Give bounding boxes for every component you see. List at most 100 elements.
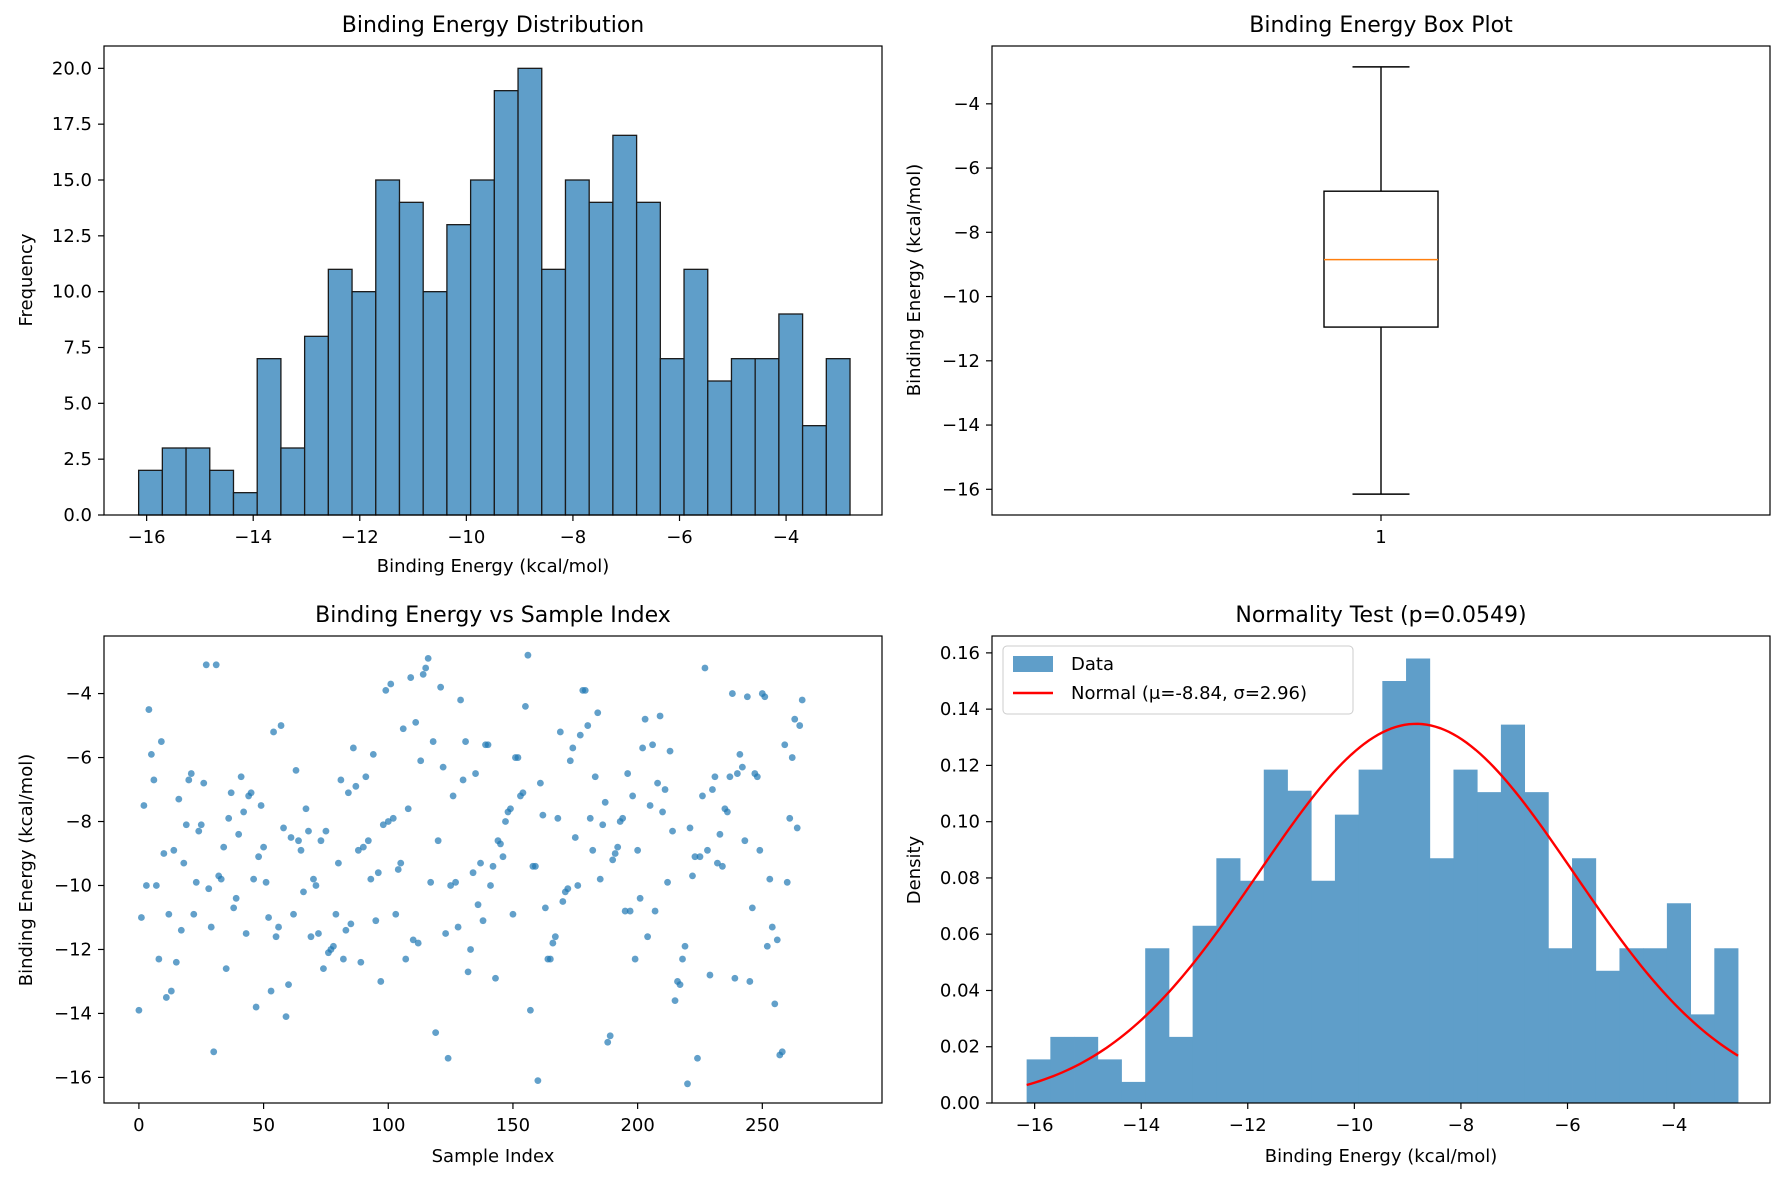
scatter-point-27 [202,661,210,669]
histogram-bar-22 [659,358,685,516]
scatter-points [135,651,806,1088]
normality-y-tick-label-7: 0.14 [940,699,980,720]
scatter-point-185 [596,875,604,883]
scatter-point-85 [347,920,355,928]
scatter-point-111 [412,718,420,726]
scatter-point-117 [427,878,435,886]
normality-bars [1026,658,1739,1103]
scatter-x-tick-label-3: 150 [496,1115,530,1136]
scatter-point-223 [691,853,699,861]
histogram-bar-21 [635,201,661,516]
scatter-point-60 [285,981,292,989]
scatter-point-1 [138,914,145,921]
scatter-point-56 [275,923,282,931]
normality-bar-23 [1572,858,1597,1103]
scatter-point-130 [459,776,467,784]
normality-bar-25 [1619,948,1644,1103]
scatter-point-189 [606,1032,614,1040]
scatter-point-205 [646,802,654,809]
normality-bar-8 [1216,858,1241,1103]
scatter-point-70 [310,875,317,883]
scatter-point-190 [609,856,617,864]
histogram-bar-1 [161,447,187,516]
scatter-point-138 [479,917,487,925]
scatter-point-253 [766,875,774,883]
histogram-y-tick-label-5: 12.5 [52,226,92,247]
scatter-frame [103,635,883,1104]
scatter-point-131 [462,738,469,745]
normality-bar-15 [1382,681,1407,1103]
histogram-panel: Binding Energy Distribution −16 −14 −12 −10… [16,13,883,577]
scatter-point-202 [639,744,647,752]
normality-bar-9 [1240,880,1265,1103]
scatter-point-121 [437,683,445,691]
box-plot-panel: Binding Energy Box Plot 1 −16 −14 −12 −10 −8… [904,13,1771,548]
scatter-y-label: Binding Energy (kcal/mol) [16,754,37,987]
normality-y-label: Density [904,835,925,904]
scatter-y-tick-label-6: −4 [65,684,92,705]
scatter-point-248 [753,773,761,781]
normality-bar-4 [1121,1081,1146,1103]
scatter-point-43 [242,930,250,937]
box-plot-frame [991,45,1771,516]
normality-x-tick-label-4: −8 [1448,1115,1475,1136]
scatter-point-135 [472,770,479,777]
scatter-point-149 [507,805,514,813]
scatter-point-119 [432,1029,440,1037]
scatter-point-236 [723,808,731,816]
scatter-point-237 [726,773,734,781]
scatter-point-230 [709,786,716,793]
scatter-point-59 [282,1013,290,1021]
histogram-bar-7 [303,335,329,516]
scatter-point-114 [419,670,427,678]
normality-bar-20 [1500,724,1526,1103]
scatter-point-245 [746,978,754,985]
scatter-point-256 [773,936,781,944]
normality-bar-10 [1263,769,1288,1103]
scatter-point-254 [768,923,776,931]
normality-y-ticks: 0.00 0.02 0.04 0.06 0.08 0.10 0.12 0.14 0.16 [940,643,992,1114]
scatter-point-165 [546,955,554,963]
scatter-point-227 [701,664,709,672]
scatter-point-71 [312,882,320,889]
normality-bar-27 [1666,903,1692,1103]
scatter-point-188 [604,1038,612,1046]
scatter-point-108 [404,805,412,813]
scatter-point-141 [487,882,494,889]
histogram-bar-2 [185,447,211,516]
scatter-point-55 [272,933,280,941]
scatter-point-252 [763,942,771,950]
scatter-point-232 [714,859,721,867]
scatter-point-10 [160,850,168,857]
histogram-title: Binding Energy Distribution [342,13,645,38]
normality-title: Normality Test (p=0.0549) [1235,603,1526,628]
scatter-point-203 [641,715,649,723]
histogram-bar-25 [730,358,756,516]
scatter-point-39 [232,894,240,902]
scatter-point-47 [252,1003,260,1011]
normality-bar-22 [1548,948,1573,1103]
scatter-point-212 [664,878,671,886]
scatter-point-52 [265,914,272,921]
normality-x-tick-label-5: −6 [1554,1115,1581,1136]
scatter-point-156 [524,651,532,659]
scatter-point-249 [756,846,764,854]
scatter-point-17 [177,926,185,934]
legend-data-swatch [1013,656,1053,672]
normality-bar-21 [1524,792,1549,1103]
scatter-point-176 [574,882,582,889]
histogram-bar-15 [493,90,519,516]
scatter-point-13 [167,987,175,995]
scatter-point-65 [297,846,305,854]
scatter-point-90 [359,843,367,851]
scatter-point-168 [554,814,562,822]
scatter-point-94 [369,750,377,758]
histogram-y-ticks: 0.0 2.5 5.0 7.5 10.0 12.5 15.0 17.5 20.0 [52,58,104,526]
normality-bar-12 [1311,880,1336,1103]
scatter-point-201 [636,894,644,902]
histogram-y-tick-label-1: 2.5 [63,449,92,470]
scatter-point-21 [187,770,195,777]
scatter-point-18 [180,859,188,867]
histogram-y-tick-label-8: 20.0 [52,58,92,79]
scatter-point-214 [669,827,676,835]
